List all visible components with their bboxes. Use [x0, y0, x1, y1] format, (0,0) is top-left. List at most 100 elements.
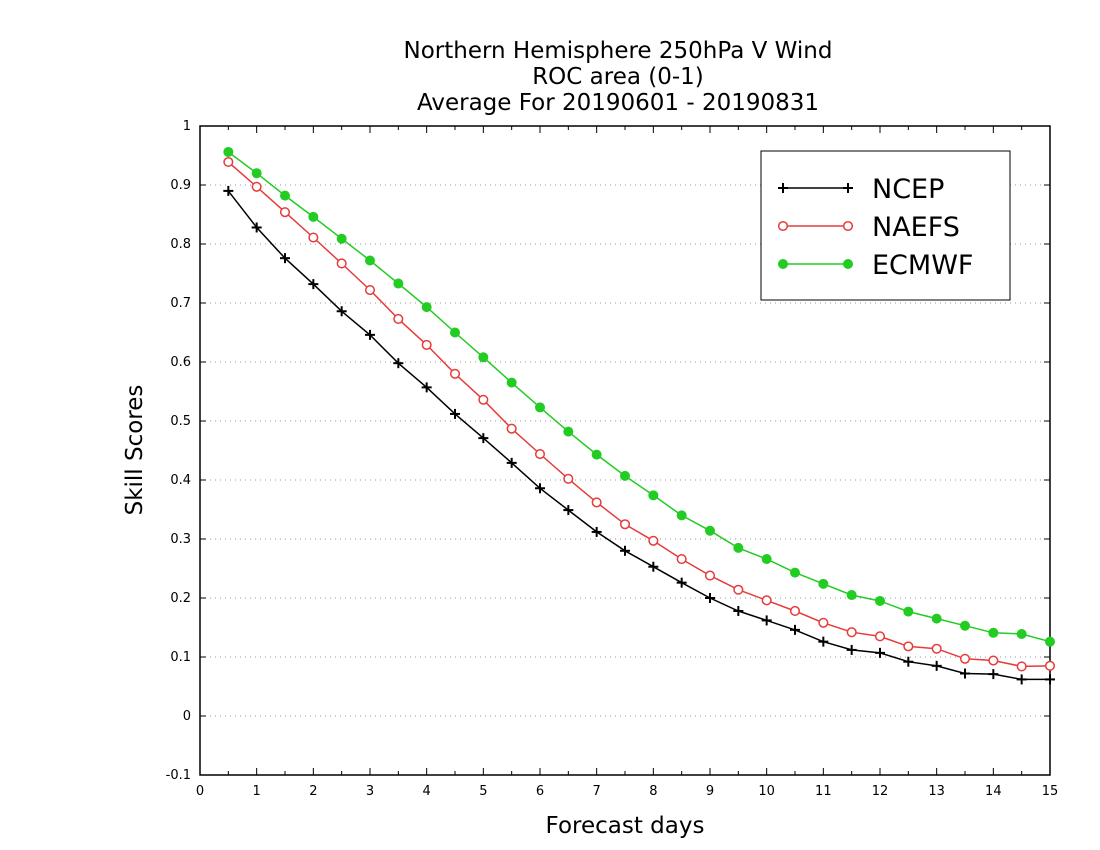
data-point-naefs — [251, 181, 262, 192]
data-point-ecmwf — [393, 278, 404, 289]
data-point-naefs — [534, 448, 546, 460]
legend-marker — [778, 259, 788, 269]
y-tick-label: 0.9 — [170, 178, 191, 193]
data-point-naefs — [619, 519, 631, 530]
data-point-naefs — [1016, 661, 1027, 672]
data-point-naefs — [393, 313, 404, 324]
legend-entry-ecmwf: ECMWF — [778, 250, 973, 281]
data-point-ecmwf — [620, 470, 630, 481]
data-point-naefs — [591, 497, 602, 508]
data-point-ncep — [450, 408, 460, 419]
y-tick-label: 0.8 — [170, 237, 191, 252]
data-point-naefs — [931, 643, 942, 654]
series-ecmwf — [223, 146, 1055, 647]
data-point-ecmwf — [818, 578, 829, 589]
data-point-ncep — [1016, 674, 1027, 685]
data-point-ecmwf — [563, 426, 574, 437]
data-point-ecmwf — [421, 302, 432, 313]
title-line-1: Northern Hemisphere 250hPa V Wind — [404, 38, 833, 64]
data-point-ecmwf — [988, 627, 999, 638]
data-point-ncep — [535, 483, 545, 494]
data-point-naefs — [279, 207, 291, 218]
x-tick-label: 14 — [985, 784, 1002, 799]
data-point-naefs — [223, 156, 234, 168]
data-point-ncep — [960, 668, 970, 679]
data-point-ecmwf — [648, 490, 659, 501]
data-point-naefs — [336, 258, 347, 269]
data-point-ncep — [846, 644, 857, 655]
y-tick-label: 0.5 — [170, 414, 191, 429]
data-point-naefs — [308, 232, 319, 243]
data-point-ncep — [506, 457, 517, 468]
data-point-ncep — [308, 279, 319, 290]
x-tick-label: 12 — [872, 784, 889, 799]
data-point-ncep — [676, 577, 687, 588]
data-point-ecmwf — [761, 554, 772, 565]
data-point-ecmwf — [960, 620, 970, 631]
data-point-ecmwf — [478, 352, 489, 363]
axis-ticks: -0.100.10.20.30.40.50.60.70.80.910 1 2 3 4 5 6… — [166, 119, 1059, 799]
data-point-ncep — [875, 647, 885, 658]
legend-entry-naefs: NAEFS — [777, 212, 960, 243]
data-point-naefs — [648, 535, 659, 546]
x-tick-label: 11 — [815, 784, 832, 799]
data-point-ecmwf — [1016, 628, 1027, 639]
y-tick-label: 0.4 — [170, 473, 191, 488]
data-point-ncep — [365, 329, 375, 340]
data-point-ecmwf — [506, 377, 517, 388]
legend-entry-ncep: NCEP — [778, 174, 944, 205]
data-point-ncep — [1045, 674, 1055, 685]
data-point-ncep — [988, 669, 999, 680]
data-point-ecmwf — [336, 233, 347, 244]
data-point-naefs — [733, 584, 744, 595]
y-axis-label: Skill Scores — [122, 385, 148, 516]
data-point-ecmwf — [790, 567, 800, 578]
data-point-naefs — [761, 595, 772, 606]
data-point-naefs — [1044, 660, 1056, 671]
legend-marker — [777, 220, 789, 232]
data-point-ncep — [223, 185, 234, 196]
data-point-ecmwf — [903, 606, 914, 617]
data-point-ecmwf — [931, 613, 942, 624]
x-axis-label: Forecast days — [546, 813, 705, 839]
y-tick-label: 0.6 — [170, 355, 191, 370]
x-tick-label: 1 — [253, 784, 261, 799]
y-tick-label: 0.7 — [170, 296, 191, 311]
x-tick-label: 2 — [309, 784, 317, 799]
data-point-ecmwf — [535, 402, 545, 413]
data-point-naefs — [449, 368, 461, 379]
title-line-2: ROC area (0-1) — [532, 64, 704, 90]
x-tick-label: 8 — [649, 784, 657, 799]
legend-label: NCEP — [872, 174, 944, 205]
x-tick-label: 5 — [479, 784, 487, 799]
data-point-naefs — [818, 617, 829, 628]
x-tick-label: 9 — [706, 784, 714, 799]
data-point-ecmwf — [846, 590, 857, 601]
data-point-naefs — [421, 339, 432, 350]
data-point-naefs — [676, 554, 687, 565]
data-point-ecmwf — [251, 168, 262, 179]
x-tick-label: 6 — [536, 784, 544, 799]
data-point-naefs — [846, 627, 857, 638]
title-line-3: Average For 20190601 - 20190831 — [417, 90, 819, 116]
data-point-ncep — [931, 660, 942, 671]
data-point-ecmwf — [365, 255, 375, 266]
data-point-naefs — [988, 655, 999, 666]
series-ncep — [223, 185, 1055, 685]
legend-label: NAEFS — [872, 212, 960, 243]
x-tick-label: 10 — [758, 784, 775, 799]
data-point-naefs — [478, 394, 489, 405]
series — [223, 146, 1056, 685]
data-point-ncep — [591, 526, 602, 537]
data-point-ecmwf — [875, 595, 885, 606]
legend-marker — [843, 259, 853, 269]
data-point-naefs — [874, 631, 886, 642]
data-point-ncep — [280, 253, 290, 264]
y-tick-label: 0.1 — [170, 650, 191, 665]
data-point-ecmwf — [705, 525, 715, 536]
data-point-ecmwf — [591, 449, 602, 460]
x-tick-label: 15 — [1042, 784, 1059, 799]
legend-marker — [843, 183, 853, 193]
data-point-naefs — [563, 473, 574, 484]
data-point-naefs — [704, 570, 716, 581]
